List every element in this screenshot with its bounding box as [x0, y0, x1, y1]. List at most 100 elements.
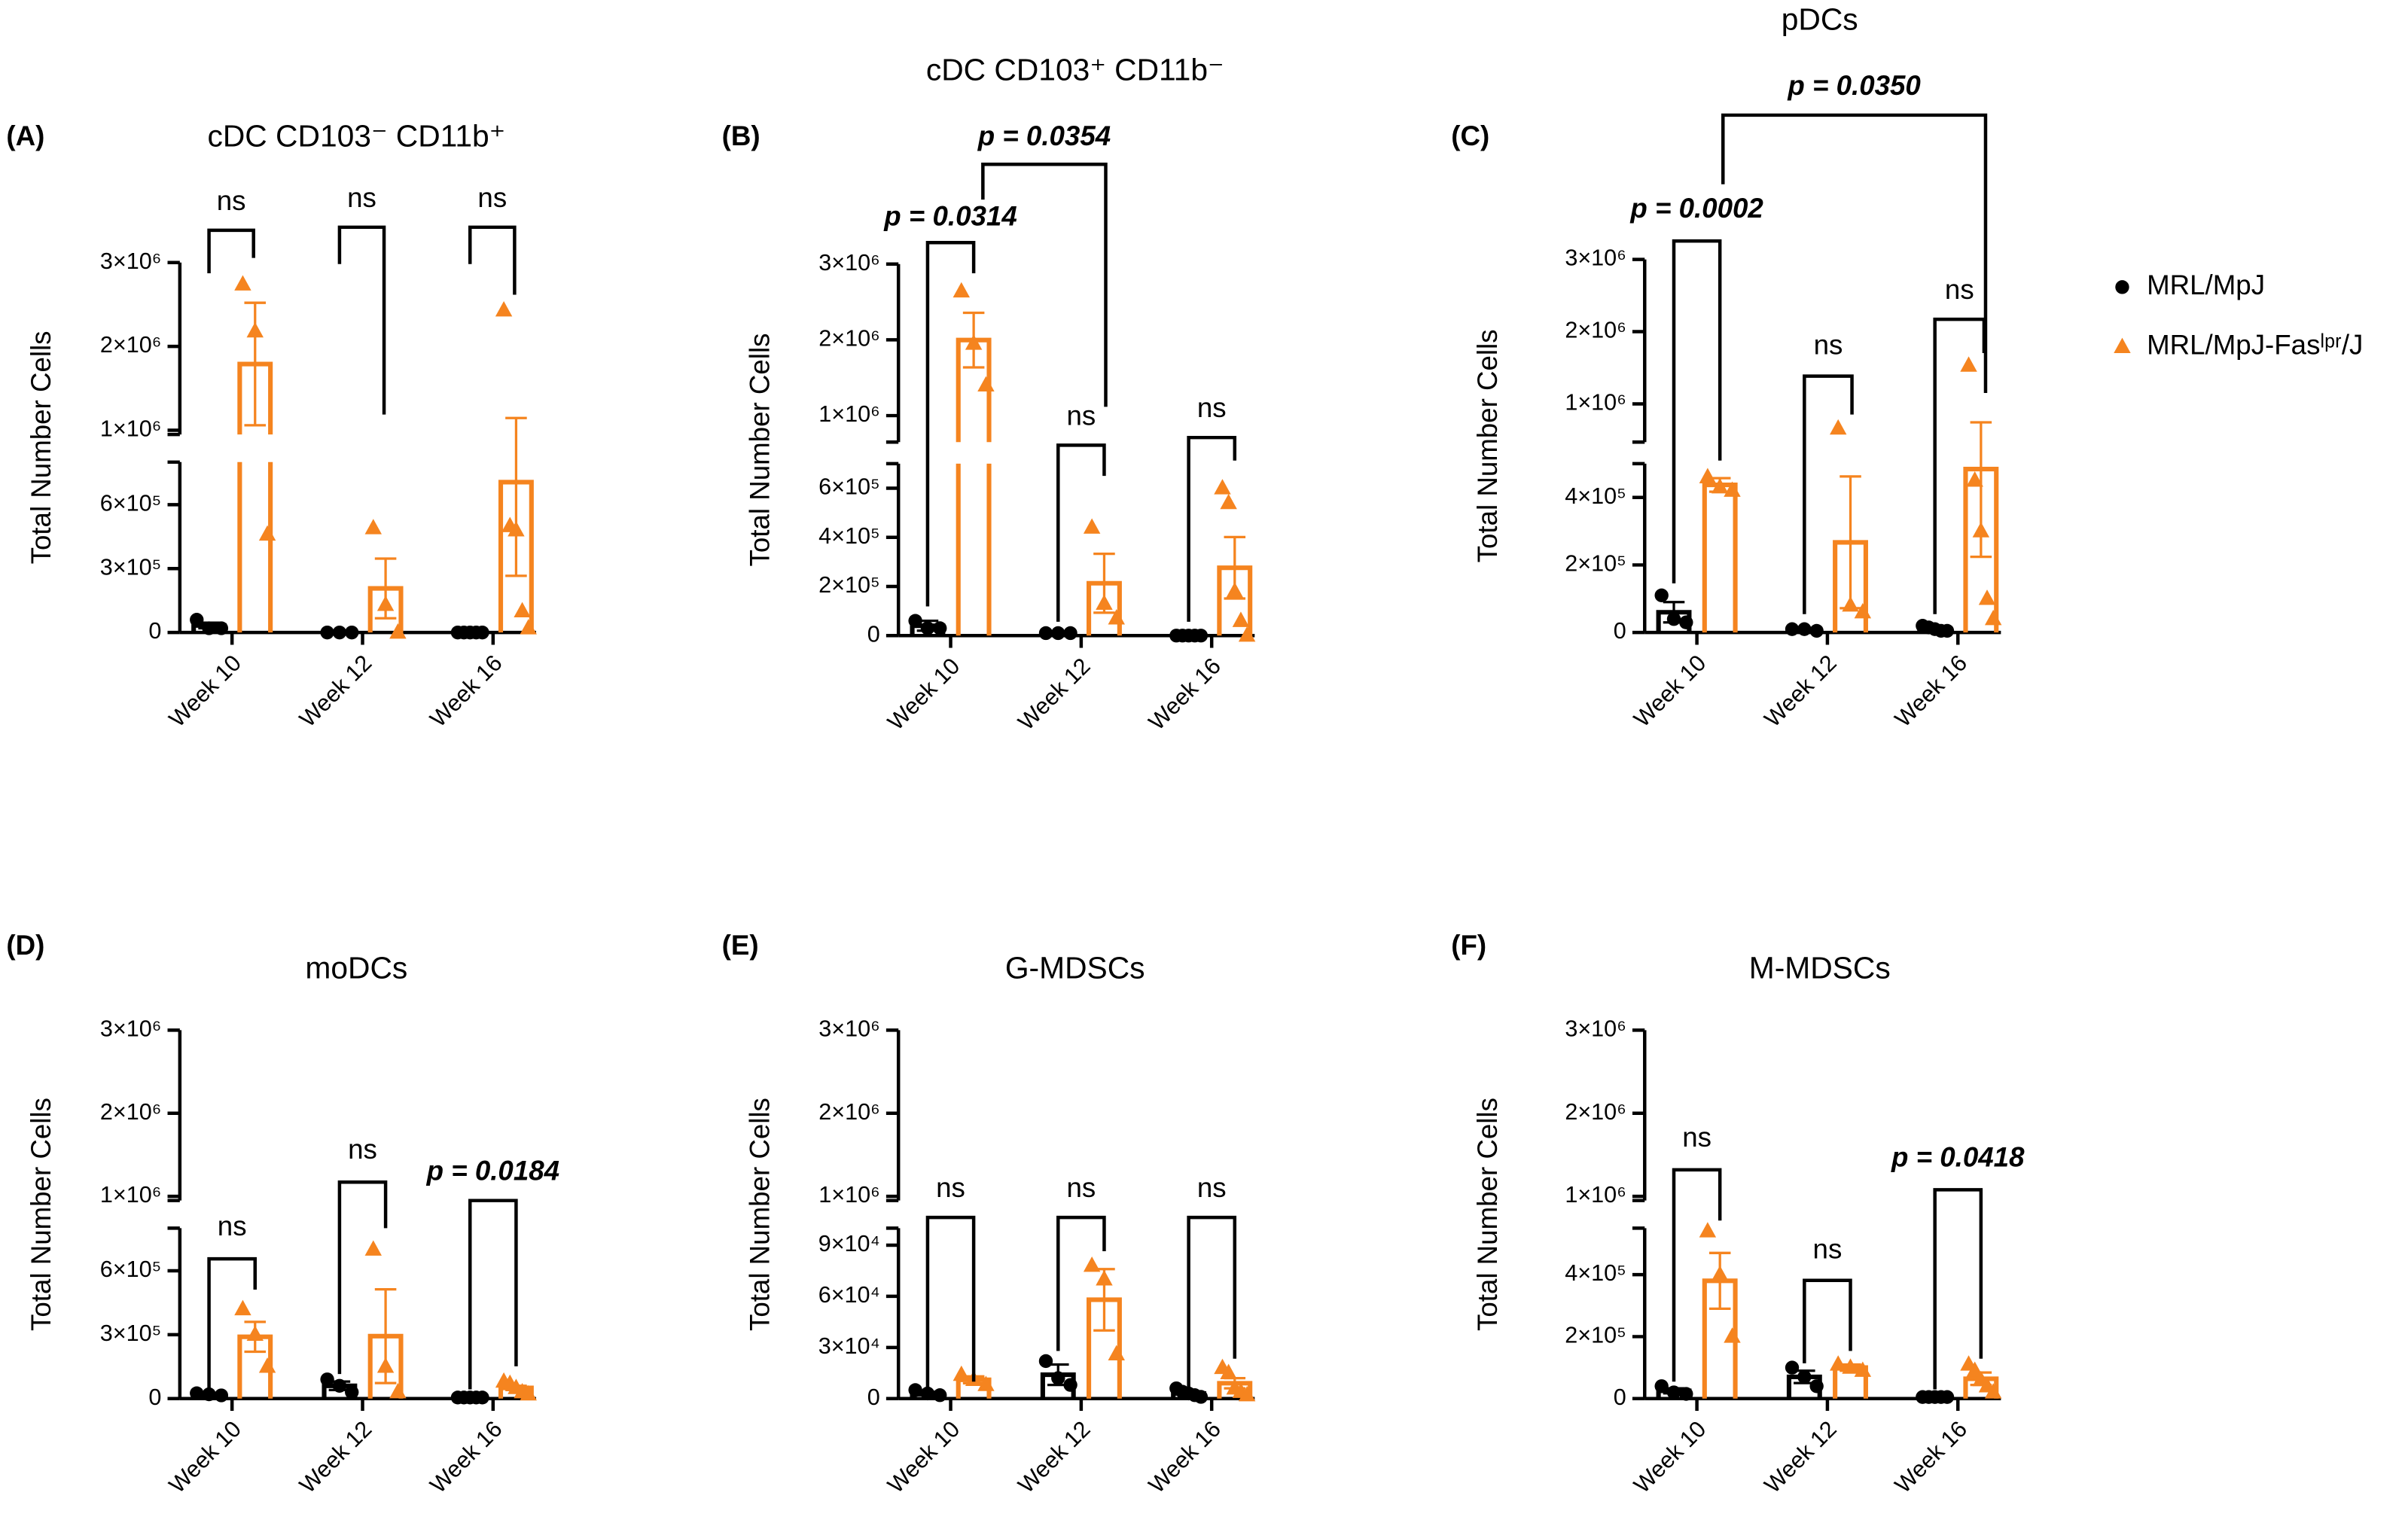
- data-point: [1666, 1385, 1681, 1400]
- data-point: [1797, 1369, 1812, 1384]
- data-point: [1654, 1379, 1669, 1394]
- data-point: [920, 621, 935, 635]
- data-point: [1978, 589, 1996, 605]
- error-bar: [505, 416, 527, 577]
- panel-label: (D): [6, 930, 44, 961]
- y-axis-label: Total Number Cells: [744, 1098, 775, 1331]
- data-point: [246, 1325, 264, 1342]
- y-tick-label: 0: [148, 618, 161, 644]
- error-bar: [1708, 1251, 1731, 1311]
- data-point: [1666, 612, 1681, 626]
- y-tick-label: 3×10⁴: [818, 1333, 880, 1359]
- significance-label: ns: [1197, 1172, 1227, 1203]
- data-point: [345, 625, 359, 640]
- data-point: [1063, 626, 1078, 641]
- data-point: [190, 1386, 204, 1400]
- panel: (B) cDC CD103⁺ CD11b⁻ Total Number Cells 0 2…: [722, 53, 1256, 736]
- x-tick-label: Week 12: [1013, 653, 1096, 736]
- data-point: [508, 521, 525, 537]
- data-point: [1960, 356, 1977, 372]
- x-tick-label: Week 12: [294, 650, 376, 732]
- x-tick-label: Week 10: [882, 1416, 965, 1498]
- data-point: [475, 1390, 489, 1405]
- data-point: [908, 614, 922, 628]
- data-point: [1096, 594, 1113, 610]
- significance-label: p = 0.0314: [883, 200, 1017, 231]
- data-point: [1220, 1363, 1237, 1379]
- data-point: [1083, 518, 1101, 534]
- data-point: [1238, 626, 1256, 642]
- data-point: [977, 376, 995, 391]
- data-point: [977, 1375, 995, 1391]
- data-point: [1051, 626, 1065, 641]
- y-tick-label: 2×10⁶: [818, 1099, 879, 1125]
- x-tick-label: Week 16: [1890, 650, 1972, 732]
- significance-bracket: [337, 1180, 388, 1375]
- significance-bracket: [207, 228, 255, 273]
- significance-label: ns: [1945, 274, 1974, 305]
- y-tick-label: 0: [867, 1384, 880, 1410]
- data-point: [920, 1386, 935, 1401]
- panel-label: (C): [1451, 120, 1489, 151]
- y-tick-label: 0: [148, 1384, 161, 1410]
- data-point: [320, 625, 334, 640]
- y-tick-label: 4×10⁵: [818, 523, 880, 549]
- data-point: [1809, 623, 1824, 638]
- data-point: [514, 602, 531, 618]
- y-tick-label: 6×10⁵: [100, 490, 162, 516]
- x-tick-label: Week 12: [1760, 1416, 1842, 1498]
- significance-label: ns: [348, 1134, 377, 1165]
- significance-bracket: [468, 1199, 518, 1390]
- y-tick-label: 2×10⁵: [818, 572, 880, 598]
- data-point: [376, 1357, 395, 1373]
- significance-bracket: [925, 1215, 976, 1390]
- data-point: [190, 613, 204, 627]
- data-point: [1829, 419, 1847, 435]
- data-point: [1711, 1265, 1729, 1281]
- data-point: [1724, 481, 1741, 497]
- panel-label: (A): [6, 120, 44, 151]
- data-point: [332, 1378, 347, 1393]
- data-point: [1679, 1387, 1693, 1401]
- y-tick-label: 0: [1614, 1384, 1626, 1410]
- y-tick-label: 0: [867, 621, 880, 647]
- y-tick-label: 0: [1614, 618, 1626, 644]
- data-point: [1096, 1270, 1113, 1286]
- y-tick-label: 1×10⁶: [100, 416, 161, 442]
- data-point: [258, 525, 276, 541]
- data-point: [214, 621, 229, 635]
- significance-bracket: [1672, 239, 1722, 583]
- data-point: [1193, 1390, 1209, 1404]
- y-tick-label: 1×10⁶: [1565, 1182, 1626, 1208]
- data-point: [332, 625, 347, 640]
- y-axis-label: Total Number Cells: [744, 334, 775, 567]
- panel: (C) pDCs Total Number Cells 0 2×10⁵ 4×10⁵ 1×10…: [1451, 2, 2002, 732]
- data-point: [258, 1357, 276, 1373]
- y-tick-label: 3×10⁶: [818, 250, 879, 276]
- data-point: [1038, 1354, 1053, 1369]
- significance-bracket: [1056, 1215, 1106, 1351]
- data-point: [1966, 1361, 1983, 1377]
- data-point: [965, 334, 983, 350]
- y-tick-label: 2×10⁶: [100, 1099, 161, 1125]
- y-tick-label: 6×10⁵: [100, 1256, 162, 1282]
- panel-label: (B): [722, 120, 761, 151]
- data-point: [1785, 1360, 1800, 1375]
- data-point: [1984, 609, 2002, 626]
- data-point: [1984, 1383, 2002, 1399]
- chart-title: pDCs: [1782, 2, 1858, 36]
- legend: MRL/MpJ MRL/MpJ-Fasˡᵖʳ/J: [2114, 270, 2363, 361]
- x-tick-label: Week 16: [425, 650, 508, 732]
- data-point: [1842, 1358, 1859, 1374]
- significance-bracket: [337, 225, 386, 415]
- data-point: [364, 1240, 382, 1256]
- x-tick-label: Week 10: [164, 1416, 246, 1498]
- significance-label: ns: [1813, 1234, 1843, 1265]
- y-tick-label: 2×10⁶: [1565, 1099, 1626, 1125]
- x-tick-label: Week 10: [1629, 650, 1711, 732]
- legend-label: MRL/MpJ: [2147, 270, 2265, 300]
- data-point: [1108, 609, 1125, 625]
- significance-bracket: [1933, 317, 1986, 614]
